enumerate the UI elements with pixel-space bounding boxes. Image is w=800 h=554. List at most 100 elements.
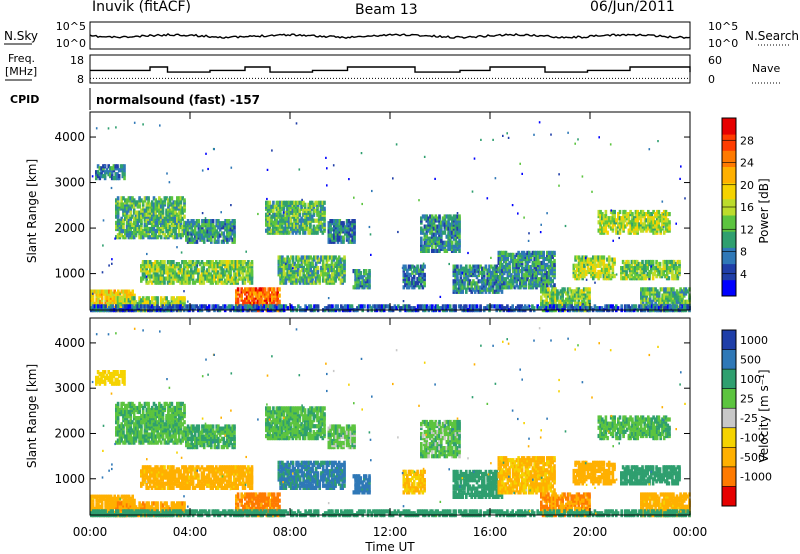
power-cell bbox=[298, 263, 302, 268]
power-cell bbox=[625, 272, 628, 277]
power-cell bbox=[198, 262, 202, 267]
power-cell bbox=[215, 268, 218, 273]
power-cell bbox=[250, 280, 254, 285]
power-cell bbox=[125, 233, 129, 238]
power-cell bbox=[293, 270, 297, 275]
power-cell bbox=[161, 229, 165, 234]
power-cell bbox=[473, 268, 477, 273]
power-cell bbox=[131, 214, 134, 219]
power-cell bbox=[436, 230, 439, 235]
power-cell bbox=[296, 212, 300, 217]
power-cell bbox=[454, 226, 458, 231]
power-cell bbox=[648, 293, 652, 298]
power-cell bbox=[147, 264, 150, 269]
power-cell bbox=[167, 210, 170, 215]
power-cell bbox=[663, 287, 666, 292]
power-cell bbox=[191, 260, 195, 265]
power-cell bbox=[232, 264, 236, 269]
power-cell bbox=[145, 304, 148, 309]
power-cell bbox=[354, 283, 357, 288]
power-cell bbox=[165, 212, 168, 217]
power-cell bbox=[159, 229, 163, 234]
power-cell bbox=[452, 248, 456, 253]
power-cell bbox=[131, 296, 134, 301]
power-cell bbox=[592, 255, 595, 260]
power-cell bbox=[191, 280, 195, 285]
power-cell bbox=[434, 244, 438, 249]
power-cell bbox=[177, 229, 181, 234]
power-cell bbox=[156, 214, 159, 219]
power-cell bbox=[632, 224, 636, 229]
power-cell bbox=[504, 269, 508, 274]
power-cell bbox=[238, 260, 241, 265]
power-cell bbox=[627, 212, 631, 217]
power-cell bbox=[345, 219, 349, 224]
power-cell bbox=[463, 272, 466, 278]
power-cell bbox=[551, 279, 554, 284]
power-cell bbox=[117, 168, 121, 173]
power-cell bbox=[466, 268, 470, 273]
power-cell bbox=[190, 225, 193, 230]
power-cell bbox=[528, 265, 531, 270]
power-cell bbox=[657, 272, 660, 277]
power-cell bbox=[197, 221, 201, 226]
power-cell bbox=[284, 278, 288, 283]
power-cell bbox=[201, 229, 204, 234]
power-cell bbox=[543, 287, 547, 292]
power-cell bbox=[134, 304, 138, 309]
power-cell bbox=[338, 227, 342, 232]
power-cell bbox=[103, 174, 107, 179]
power-cell bbox=[166, 280, 170, 285]
power-cell bbox=[644, 274, 648, 279]
power-cell bbox=[314, 261, 318, 266]
power-cell bbox=[295, 230, 298, 235]
power-cell bbox=[533, 283, 536, 288]
power-cell bbox=[177, 274, 181, 279]
power-cell bbox=[147, 226, 150, 232]
power-cell bbox=[441, 244, 445, 249]
power-cell bbox=[343, 255, 346, 260]
power-cell bbox=[461, 279, 464, 284]
power-cell bbox=[517, 250, 520, 255]
power-cell bbox=[241, 272, 245, 277]
power-cell bbox=[210, 233, 213, 238]
power-cell bbox=[624, 212, 627, 217]
power-cell bbox=[484, 264, 488, 269]
power-cell bbox=[330, 255, 334, 260]
power-cell bbox=[100, 304, 104, 309]
power-cell bbox=[138, 296, 141, 301]
power-cell bbox=[179, 268, 182, 273]
power-cell bbox=[179, 204, 183, 209]
power-cell bbox=[134, 233, 138, 238]
power-cell bbox=[147, 233, 150, 238]
power-cell bbox=[319, 200, 323, 205]
power-cell bbox=[141, 212, 145, 217]
power-cell bbox=[307, 263, 311, 268]
power-cell bbox=[447, 214, 450, 219]
power-cell bbox=[183, 302, 186, 307]
power-cell bbox=[473, 285, 477, 290]
power-cell bbox=[473, 264, 477, 269]
power-cell bbox=[412, 274, 416, 279]
power-cell bbox=[540, 277, 544, 282]
power-cell bbox=[664, 264, 667, 269]
power-cell bbox=[477, 289, 481, 294]
power-cell bbox=[609, 226, 613, 231]
power-cell bbox=[158, 204, 161, 209]
power-cell bbox=[416, 264, 419, 269]
power-cell bbox=[192, 221, 195, 226]
power-cell bbox=[297, 278, 300, 283]
power-cell bbox=[334, 276, 337, 281]
power-cell bbox=[484, 285, 488, 290]
power-cell bbox=[127, 304, 131, 309]
power-cell bbox=[632, 216, 636, 221]
power-cell bbox=[152, 196, 156, 201]
power-cell bbox=[636, 212, 639, 217]
power-cell bbox=[621, 259, 625, 265]
power-cell bbox=[625, 212, 629, 217]
power-cell bbox=[296, 200, 300, 205]
power-cell bbox=[175, 278, 179, 283]
power-cell bbox=[156, 260, 159, 265]
power-cell bbox=[657, 209, 661, 215]
power-cell bbox=[303, 224, 307, 229]
